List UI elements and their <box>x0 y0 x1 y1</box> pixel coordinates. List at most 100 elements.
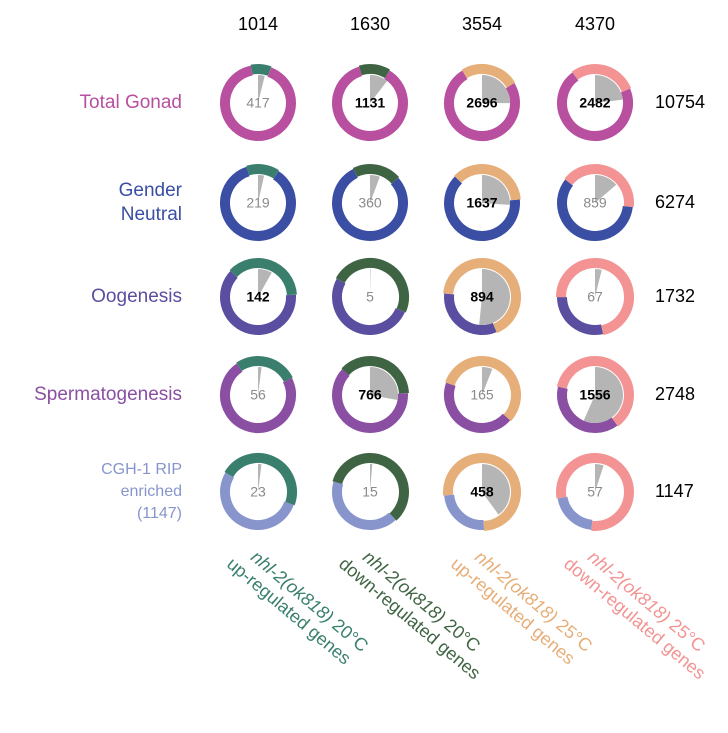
overlap-label: 2696 <box>466 95 497 111</box>
overlap-wedge <box>482 367 493 395</box>
column-total: 1014 <box>238 14 278 34</box>
row-label: Oogenesis <box>91 286 182 307</box>
row-arc <box>444 70 520 141</box>
row-arc <box>332 481 396 530</box>
overlap-wedge <box>258 464 262 492</box>
column-label-line: down-regulated genes <box>560 553 709 683</box>
overlap-label: 23 <box>250 484 266 500</box>
overlap-wedge <box>595 175 617 203</box>
column-arc <box>224 453 297 506</box>
overlap-label: 142 <box>246 289 270 305</box>
row-label: Neutral <box>121 204 182 225</box>
column-arc <box>236 356 293 383</box>
row-label: Gender <box>119 180 183 201</box>
row-total: 10754 <box>655 92 705 112</box>
column-arc <box>229 258 297 296</box>
row-arc <box>220 363 296 433</box>
overlap-wedge <box>370 367 398 401</box>
column-total: 4370 <box>575 14 615 34</box>
overlap-wedge <box>482 75 511 104</box>
row-arc <box>220 472 294 530</box>
row-arc <box>557 179 633 241</box>
column-arc <box>246 164 279 179</box>
column-arc <box>443 258 521 333</box>
overlap-wedge <box>595 464 604 492</box>
column-arc <box>335 258 409 313</box>
row-total: 6274 <box>655 192 695 212</box>
overlap-wedge <box>370 175 380 203</box>
row-arc <box>444 176 520 241</box>
column-total: 1630 <box>350 14 390 34</box>
row-label: Spermatogenesis <box>34 384 182 405</box>
row-label: (1147) <box>137 505 182 522</box>
overlap-wedge <box>370 464 373 492</box>
row-arc <box>557 296 604 335</box>
column-arc <box>352 164 400 184</box>
row-total: 2748 <box>655 384 695 404</box>
overlap-label: 1556 <box>579 387 610 403</box>
row-label: Total Gonad <box>80 92 182 113</box>
row-arc <box>557 386 618 433</box>
overlap-label: 15 <box>362 484 378 500</box>
overlap-wedge <box>482 464 510 515</box>
overlap-wedge <box>258 269 272 297</box>
column-total: 3554 <box>462 14 502 34</box>
row-arc <box>444 293 497 335</box>
overlap-wedge <box>370 269 371 297</box>
column-arc <box>564 164 634 208</box>
column-arc <box>358 64 390 79</box>
overlap-label: 165 <box>470 387 494 403</box>
overlap-label: 766 <box>358 387 382 403</box>
overlap-label: 1131 <box>355 95 386 111</box>
overlap-wedge <box>370 75 388 103</box>
overlap-label: 360 <box>358 195 382 211</box>
overlap-label: 1637 <box>466 195 497 211</box>
overlap-label: 57 <box>587 484 603 500</box>
column-arc <box>332 453 409 521</box>
row-arc <box>220 65 296 141</box>
row-arc <box>332 278 405 335</box>
row-label: enriched <box>121 483 182 500</box>
row-total: 1732 <box>655 286 695 306</box>
row-arc <box>332 168 408 241</box>
column-arc <box>454 164 521 201</box>
overlap-wedge <box>479 269 511 325</box>
column-arc <box>556 356 634 427</box>
column-arc <box>443 453 521 531</box>
overlap-wedge <box>595 75 623 103</box>
column-arc <box>571 64 632 93</box>
overlap-wedge <box>258 75 265 103</box>
row-arc <box>332 369 408 433</box>
overlap-wedge <box>482 175 510 205</box>
row-arc <box>220 270 296 335</box>
row-total: 1147 <box>655 481 694 501</box>
overlap-wedge <box>595 269 602 297</box>
column-arc <box>556 453 634 531</box>
column-arc <box>461 64 516 88</box>
overlap-label: 458 <box>470 484 494 500</box>
column-arc <box>341 356 409 394</box>
overlap-label: 894 <box>470 289 494 305</box>
row-arc <box>332 66 408 141</box>
row-arc <box>557 72 633 141</box>
overlap-label: 5 <box>366 289 374 305</box>
overlap-wedge <box>258 367 262 395</box>
row-arc <box>557 496 593 530</box>
row-label: CGH-1 RIP <box>101 461 182 478</box>
overlap-wedge <box>258 175 265 203</box>
row-arc <box>444 382 511 433</box>
overlap-label: 67 <box>587 289 603 305</box>
overlap-label: 417 <box>246 95 270 111</box>
row-arc <box>220 166 296 241</box>
overlap-label: 859 <box>583 195 607 211</box>
overlap-label: 2482 <box>579 95 610 111</box>
overlap-label: 219 <box>246 195 270 211</box>
column-arc <box>250 64 272 76</box>
column-arc <box>555 258 634 336</box>
overlap-label: 56 <box>250 387 266 403</box>
overlap-wedge <box>583 367 623 423</box>
row-arc <box>444 494 485 530</box>
column-arc <box>445 356 521 422</box>
